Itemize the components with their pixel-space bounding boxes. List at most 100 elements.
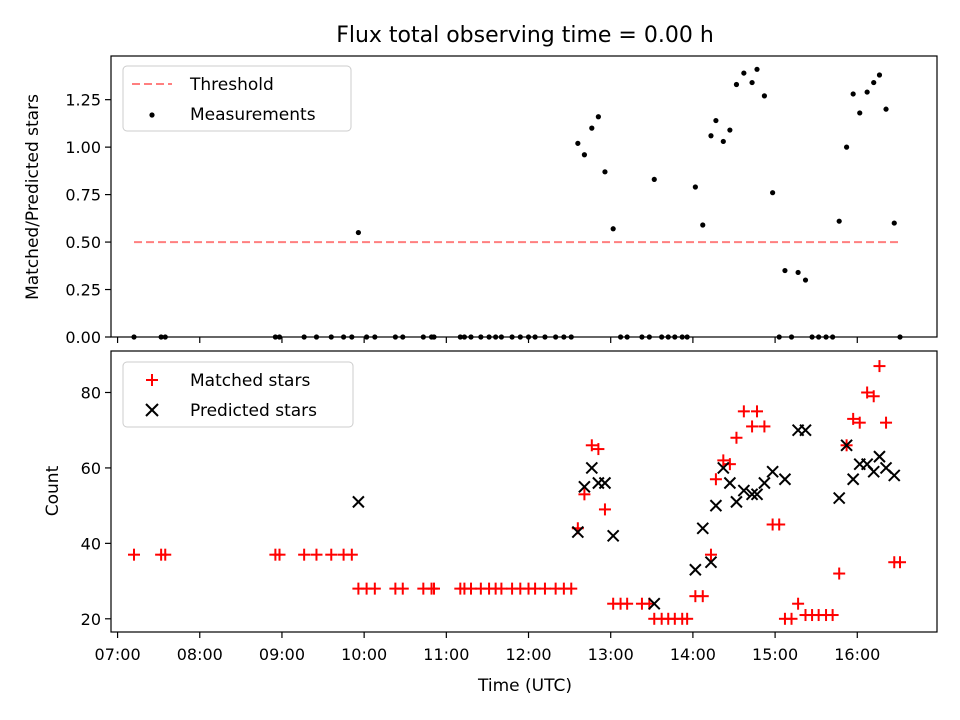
measurement-point: [876, 72, 883, 78]
measurement-point: [542, 334, 548, 340]
predicted-star-point: [888, 469, 901, 482]
measurement-point: [836, 218, 842, 224]
predicted-star-point: [730, 495, 743, 509]
matched-star-point: [709, 473, 722, 486]
measurement-point: [517, 334, 523, 340]
measurement-point: [684, 334, 690, 340]
bottom-y-tick-label: 20: [81, 610, 101, 629]
measurement-point: [158, 334, 164, 340]
matched-star-point: [345, 548, 358, 561]
matched-star-point: [773, 518, 786, 531]
predicted-star-point: [846, 473, 860, 486]
measurement-point: [782, 267, 788, 274]
predicted-star-point: [745, 488, 759, 501]
measurement-point: [720, 138, 726, 145]
matched-star-point: [737, 405, 750, 418]
measurement-point: [802, 277, 809, 283]
predicted-star-point: [689, 563, 702, 576]
matched-star-point: [428, 582, 441, 595]
matched-star-point: [696, 590, 709, 603]
bottom-x-tick-label: 11:00: [423, 645, 469, 664]
measurement-point: [708, 133, 714, 139]
predicted-star-point: [585, 461, 599, 475]
predicted-star-point: [867, 465, 880, 478]
top-y-tick-label: 0.50: [65, 233, 101, 252]
predicted-star-point: [737, 484, 751, 497]
predicted-star-point: [750, 488, 764, 501]
legend-predicted-label: Predicted stars: [190, 401, 317, 421]
legend-measurements-label: Measurements: [190, 105, 316, 125]
matched-star-point: [894, 556, 907, 569]
measurement-point: [749, 79, 755, 86]
measurement-point: [328, 334, 334, 340]
matched-star-point: [861, 386, 874, 399]
matched-star-point: [585, 439, 598, 452]
measurement-point: [431, 334, 437, 340]
measurement-point: [843, 144, 850, 150]
matched-star-point: [298, 548, 311, 561]
matched-star-point: [495, 582, 508, 595]
predicted-star-point: [704, 556, 718, 569]
matched-star-point: [310, 548, 323, 561]
measurement-point: [493, 334, 499, 340]
bottom-x-tick-label: 09:00: [259, 645, 305, 664]
bottom-y-tick-label: 60: [81, 459, 101, 478]
bottom-x-tick-label: 14:00: [670, 645, 716, 664]
predicted-star-point: [778, 473, 792, 486]
top-legend-box: [122, 65, 352, 132]
measurement-point: [659, 334, 665, 340]
measurement-point: [575, 140, 581, 146]
measurement-point: [857, 110, 863, 116]
top-y-tick-label: 0.25: [65, 281, 101, 300]
measurement-point: [457, 334, 463, 340]
matched-star-point: [833, 567, 846, 580]
measurement-point: [871, 79, 877, 86]
legend-threshold-label: Threshold: [189, 75, 274, 95]
measurement-point: [561, 334, 567, 340]
matched-star-point: [717, 454, 730, 467]
measurement-point: [891, 220, 897, 226]
matched-star-point: [880, 416, 893, 429]
bottom-y-tick-label: 80: [81, 383, 101, 402]
matched-star-point: [578, 488, 591, 501]
measurement-point: [776, 334, 782, 340]
matched-star-point: [368, 582, 381, 595]
bottom-x-tick-label: 13:00: [588, 645, 634, 664]
measurement-point: [809, 334, 815, 340]
measurement-point: [864, 89, 870, 95]
measurement-point: [272, 334, 278, 340]
measurement-point: [400, 334, 406, 340]
measurement-point: [754, 66, 760, 72]
measurement-point: [795, 269, 801, 276]
measurement-point: [131, 334, 137, 340]
measurement-point: [897, 334, 903, 340]
chart-title: Flux total observing time = 0.00 h: [336, 23, 714, 48]
measurement-point: [727, 127, 733, 133]
top-plot-frame: [110, 55, 938, 338]
predicted-star-point: [723, 476, 737, 490]
predicted-star-point: [758, 476, 771, 490]
matched-star-point: [128, 548, 141, 561]
measurement-point: [624, 334, 630, 340]
measurement-point: [340, 334, 347, 340]
measurement-point: [665, 334, 671, 340]
measurement-point: [651, 176, 657, 183]
matched-star-point: [785, 612, 798, 625]
matched-star-point: [325, 548, 338, 561]
measurement-point: [788, 334, 795, 340]
matched-star-point: [159, 548, 172, 561]
predicted-star-point: [598, 476, 612, 490]
measurement-point: [741, 70, 747, 76]
bottom-x-tick-label: 08:00: [177, 645, 223, 664]
measurement-point: [770, 190, 776, 196]
measurement-point: [679, 334, 685, 340]
matched-star-point: [396, 582, 409, 595]
matched-star-point: [565, 582, 578, 595]
matched-star-point: [873, 360, 886, 373]
measurement-point: [595, 114, 601, 120]
measurement-point: [733, 81, 740, 88]
matched-star-point: [867, 390, 880, 403]
measurement-point: [581, 152, 588, 158]
x-axis-label: Time (UTC): [477, 676, 572, 696]
